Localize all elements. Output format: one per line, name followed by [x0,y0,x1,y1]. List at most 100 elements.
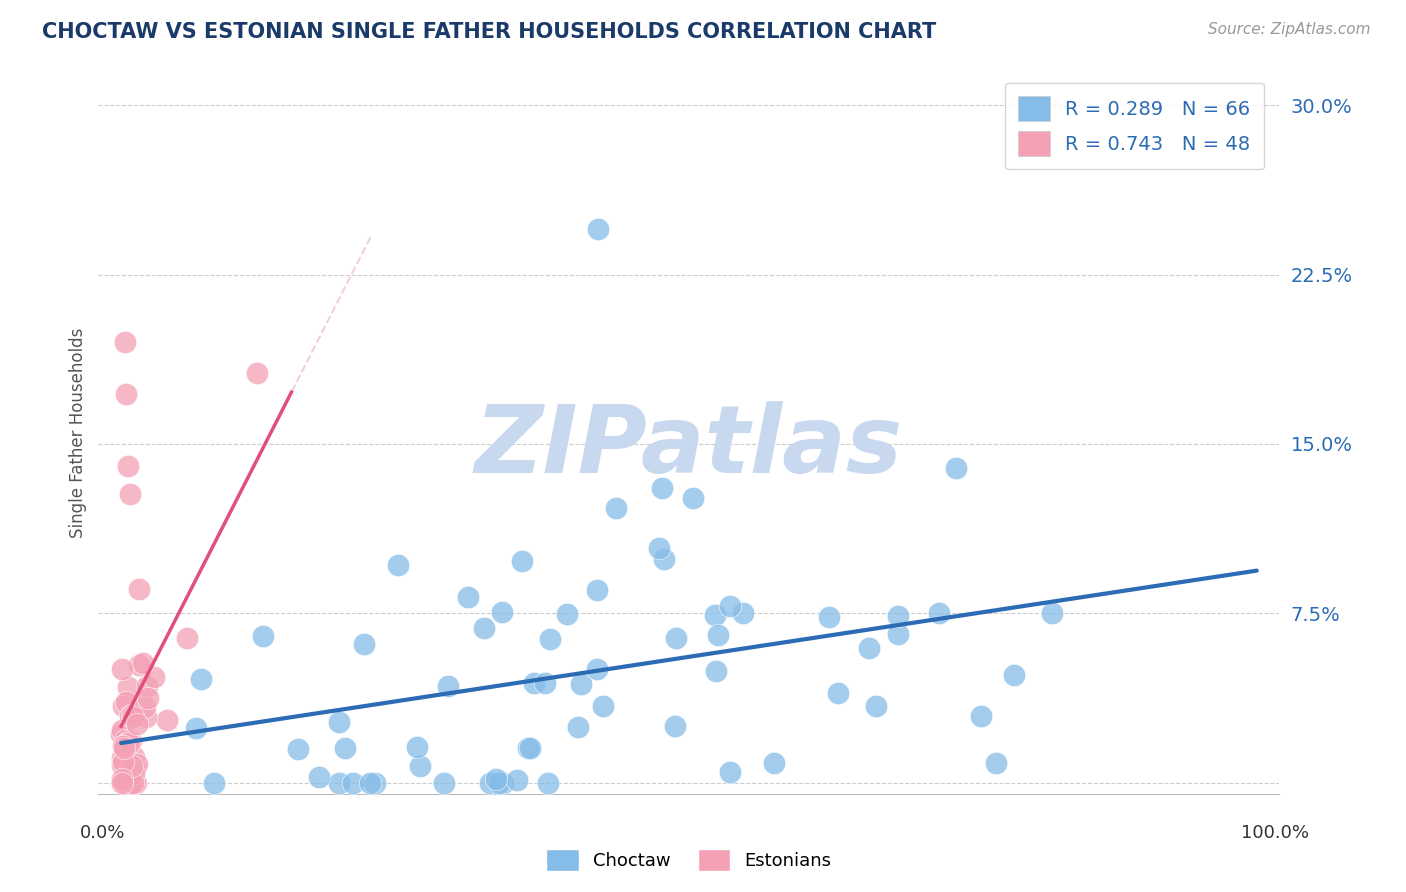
Point [128,657,150,672]
Point [485,772,508,786]
Point [111,757,134,772]
Point [121,759,143,773]
Point [409,759,432,773]
Point [328,714,350,729]
Point [112,699,135,714]
Point [117,680,139,694]
Point [491,606,513,620]
Text: 100.0%: 100.0% [1241,824,1309,842]
Point [538,632,561,647]
Point [592,698,614,713]
Point [121,763,143,777]
Point [127,756,149,771]
Y-axis label: Single Father Households: Single Father Households [69,327,87,538]
Point [1040,607,1063,621]
Point [112,741,135,756]
Point [512,554,534,568]
Text: 0.0%: 0.0% [80,824,125,842]
Point [252,630,274,644]
Point [517,740,540,755]
Point [682,491,704,505]
Point [184,721,207,735]
Point [121,775,143,789]
Point [567,720,589,734]
Point [887,609,910,624]
Point [762,756,785,771]
Point [858,640,880,655]
Point [457,591,479,605]
Point [664,719,686,733]
Point [111,723,134,737]
Point [118,736,141,750]
Point [136,690,159,705]
Point [114,387,136,401]
Point [707,628,730,642]
Point [114,695,136,709]
Point [886,627,908,641]
Point [132,656,155,670]
Point [472,621,495,635]
Point [970,709,993,723]
Point [718,599,741,614]
Point [533,675,555,690]
Point [120,734,142,748]
Point [406,740,429,755]
Point [246,366,269,380]
Point [111,775,134,789]
Point [387,558,409,572]
Point [586,663,609,677]
Point [479,775,502,789]
Text: ZIPatlas: ZIPatlas [475,401,903,493]
Legend: R = 0.289   N = 66, R = 0.743   N = 48: R = 0.289 N = 66, R = 0.743 N = 48 [1005,83,1264,169]
Legend: Choctaw, Estonians: Choctaw, Estonians [538,842,839,879]
Point [506,772,529,787]
Point [122,710,145,724]
Point [536,775,558,789]
Point [176,631,198,645]
Point [585,583,607,598]
Point [114,775,136,789]
Point [488,775,510,789]
Point [342,775,364,789]
Point [125,775,148,789]
Point [114,335,136,350]
Point [328,775,350,789]
Point [112,738,135,752]
Point [984,756,1007,770]
Point [605,501,627,516]
Point [437,679,460,693]
Point [586,222,609,236]
Point [928,607,950,621]
Point [865,698,887,713]
Point [125,717,148,731]
Point [651,481,673,495]
Point [827,686,849,700]
Point [156,714,179,728]
Point [1002,667,1025,681]
Point [704,664,727,678]
Point [120,775,142,789]
Point [111,772,134,786]
Point [111,662,134,676]
Point [110,726,132,740]
Point [142,670,165,684]
Point [569,677,592,691]
Point [124,761,146,775]
Point [118,734,141,748]
Point [364,775,387,789]
Point [190,672,212,686]
Point [519,741,541,756]
Point [333,740,356,755]
Point [128,582,150,596]
Point [117,459,139,474]
Point [665,632,688,646]
Point [122,765,145,780]
Point [652,552,675,566]
Point [523,675,546,690]
Point [118,709,141,723]
Point [121,708,143,723]
Point [111,739,134,753]
Point [433,775,456,789]
Point [134,700,156,714]
Point [287,742,309,756]
